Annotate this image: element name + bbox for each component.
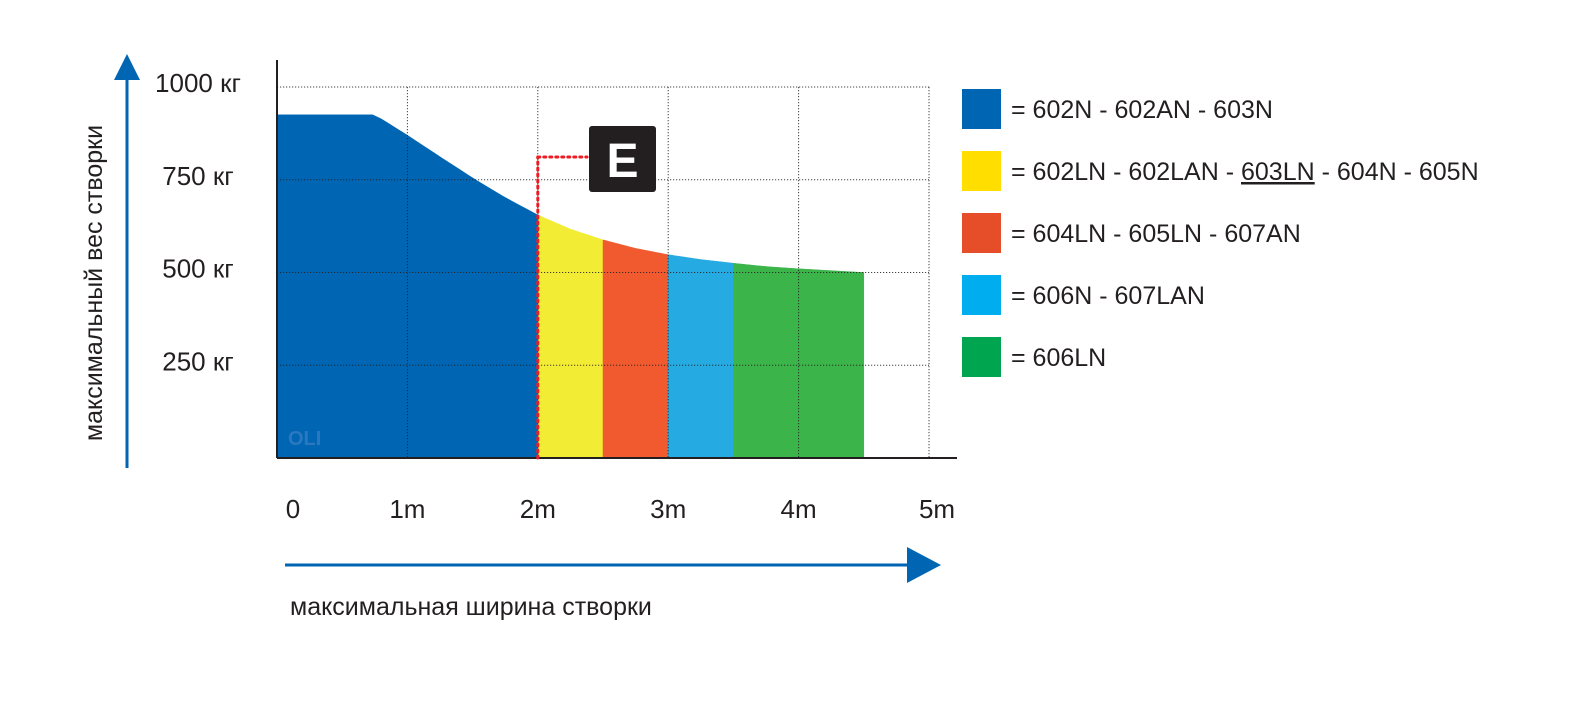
legend-swatch-0 (962, 89, 1001, 129)
x-axis-title: максимальная ширина створки (290, 593, 652, 621)
legend-swatch-4 (962, 337, 1001, 377)
y-tick-label-1: 750 кг (162, 161, 233, 191)
legend-label-1: = 602LN - 602LAN - 603LN - 604N - 605N (1011, 158, 1479, 186)
legend-swatch-3 (962, 275, 1001, 315)
x-tick-label-0: 0 (286, 494, 300, 524)
legend-item-4: = 606LN (962, 337, 1106, 377)
marker-letter: E (606, 135, 638, 188)
area-band-0 (276, 114, 539, 459)
legend-item-3: = 606N - 607LAN (962, 275, 1205, 315)
y-tick-label-3: 250 кг (162, 346, 233, 376)
oli-watermark: OLI (288, 428, 321, 450)
legend: = 602N - 602AN - 603N = 602LN - 602LAN - … (962, 89, 1479, 377)
x-axis-arrow-head (907, 547, 941, 583)
tick-labels: 0 1m 2m 3m 4m 5m 1000 кг 750 кг 500 кг 250 кг (155, 68, 955, 524)
y-axis-arrow-head (114, 54, 140, 80)
legend-swatch-2 (962, 213, 1001, 253)
x-tick-label-3: 3m (650, 494, 686, 524)
axis-titles: максимальный вес створки максимальная шир… (80, 54, 941, 621)
x-tick-label-4: 4m (781, 494, 817, 524)
y-tick-label-0: 1000 кг (155, 68, 241, 98)
marker-box-rect (589, 126, 656, 192)
x-tick-label-5: 5m (919, 494, 955, 524)
legend-label-0: = 602N - 602AN - 603N (1011, 96, 1273, 124)
axes (276, 60, 957, 459)
area-bands (276, 114, 865, 459)
y-axis-title: максимальный вес створки (80, 125, 108, 441)
area-band-1 (537, 214, 604, 459)
annotations: E OLI (288, 126, 656, 460)
x-tick-label-1: 1m (389, 494, 425, 524)
area-band-3 (667, 254, 734, 459)
marker-e-box: E (589, 126, 656, 192)
legend-item-2: = 604LN - 605LN - 607AN (962, 213, 1301, 253)
legend-label-4: = 606LN (1011, 344, 1106, 372)
legend-swatch-1 (962, 151, 1001, 191)
legend-label-3: = 606N - 607LAN (1011, 282, 1205, 310)
legend-item-0: = 602N - 602AN - 603N (962, 89, 1273, 129)
legend-label-underlined: 603LN (1241, 158, 1315, 186)
legend-label-2: = 604LN - 605LN - 607AN (1011, 220, 1301, 248)
x-tick-label-2: 2m (520, 494, 556, 524)
area-band-2 (602, 239, 669, 459)
y-tick-label-2: 500 кг (162, 254, 233, 284)
legend-item-1: = 602LN - 602LAN - 603LN - 604N - 605N (962, 151, 1479, 191)
